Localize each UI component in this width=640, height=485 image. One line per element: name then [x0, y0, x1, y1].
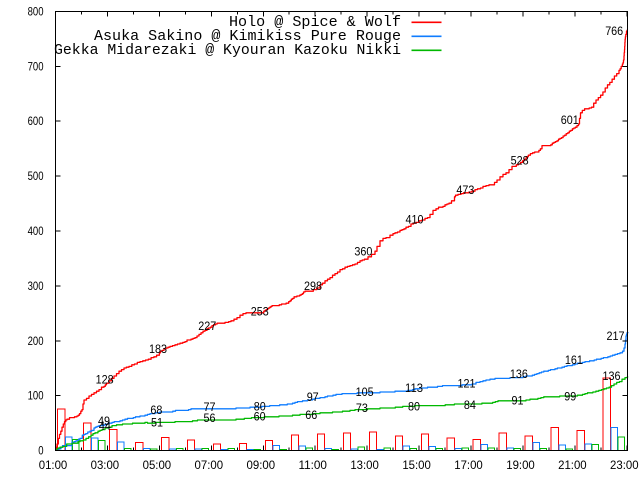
svg-text:300: 300 — [28, 279, 44, 293]
svg-text:298: 298 — [304, 279, 322, 293]
svg-text:500: 500 — [28, 169, 44, 183]
svg-text:84: 84 — [464, 398, 476, 412]
svg-text:100: 100 — [28, 389, 44, 403]
svg-text:Holo @ Spice & Wolf: Holo @ Spice & Wolf — [229, 14, 401, 31]
svg-text:66: 66 — [305, 408, 317, 422]
svg-text:21:00: 21:00 — [558, 458, 587, 472]
svg-text:128: 128 — [96, 373, 114, 387]
svg-text:56: 56 — [204, 411, 216, 425]
svg-text:68: 68 — [150, 403, 162, 417]
svg-text:49: 49 — [98, 414, 110, 428]
svg-text:73: 73 — [356, 401, 368, 415]
svg-text:80: 80 — [254, 399, 266, 413]
svg-text:97: 97 — [307, 390, 319, 404]
svg-text:01:00: 01:00 — [39, 458, 68, 472]
svg-text:44: 44 — [99, 419, 111, 433]
svg-text:60: 60 — [254, 410, 266, 424]
svg-text:800: 800 — [28, 5, 44, 19]
svg-text:600: 600 — [28, 114, 44, 128]
svg-text:Gekka Midarezaki @ Kyouran Kaz: Gekka Midarezaki @ Kyouran Kazoku Nikki — [54, 42, 401, 59]
svg-text:121: 121 — [458, 377, 476, 391]
svg-text:15:00: 15:00 — [402, 458, 431, 472]
svg-text:09:00: 09:00 — [247, 458, 276, 472]
svg-text:183: 183 — [149, 342, 167, 356]
svg-text:227: 227 — [198, 319, 216, 333]
svg-text:766: 766 — [605, 24, 623, 38]
svg-text:161: 161 — [565, 353, 583, 367]
svg-text:0: 0 — [38, 444, 43, 458]
svg-text:700: 700 — [28, 59, 44, 73]
svg-text:99: 99 — [564, 390, 576, 404]
svg-text:80: 80 — [408, 399, 420, 413]
svg-text:217: 217 — [607, 329, 625, 343]
svg-text:136: 136 — [510, 367, 528, 381]
svg-text:360: 360 — [354, 244, 372, 258]
svg-text:13:00: 13:00 — [350, 458, 379, 472]
svg-text:77: 77 — [204, 400, 216, 414]
svg-text:51: 51 — [151, 416, 163, 430]
svg-text:Asuka Sakino @ Kimikiss Pure R: Asuka Sakino @ Kimikiss Pure Rouge — [94, 28, 401, 45]
svg-text:136: 136 — [603, 369, 621, 383]
svg-text:113: 113 — [405, 381, 423, 395]
svg-text:11:00: 11:00 — [298, 458, 327, 472]
svg-text:03:00: 03:00 — [91, 458, 120, 472]
svg-text:253: 253 — [251, 305, 269, 319]
svg-text:601: 601 — [561, 113, 579, 127]
svg-text:05:00: 05:00 — [143, 458, 172, 472]
svg-text:07:00: 07:00 — [195, 458, 224, 472]
svg-text:91: 91 — [512, 394, 524, 408]
svg-text:19:00: 19:00 — [506, 458, 535, 472]
svg-text:200: 200 — [28, 334, 44, 348]
svg-text:473: 473 — [456, 183, 474, 197]
svg-text:17:00: 17:00 — [454, 458, 483, 472]
svg-text:23:00: 23:00 — [610, 458, 639, 472]
svg-text:400: 400 — [28, 224, 44, 238]
svg-text:105: 105 — [356, 385, 374, 399]
svg-text:410: 410 — [406, 213, 424, 227]
svg-text:528: 528 — [511, 153, 529, 167]
